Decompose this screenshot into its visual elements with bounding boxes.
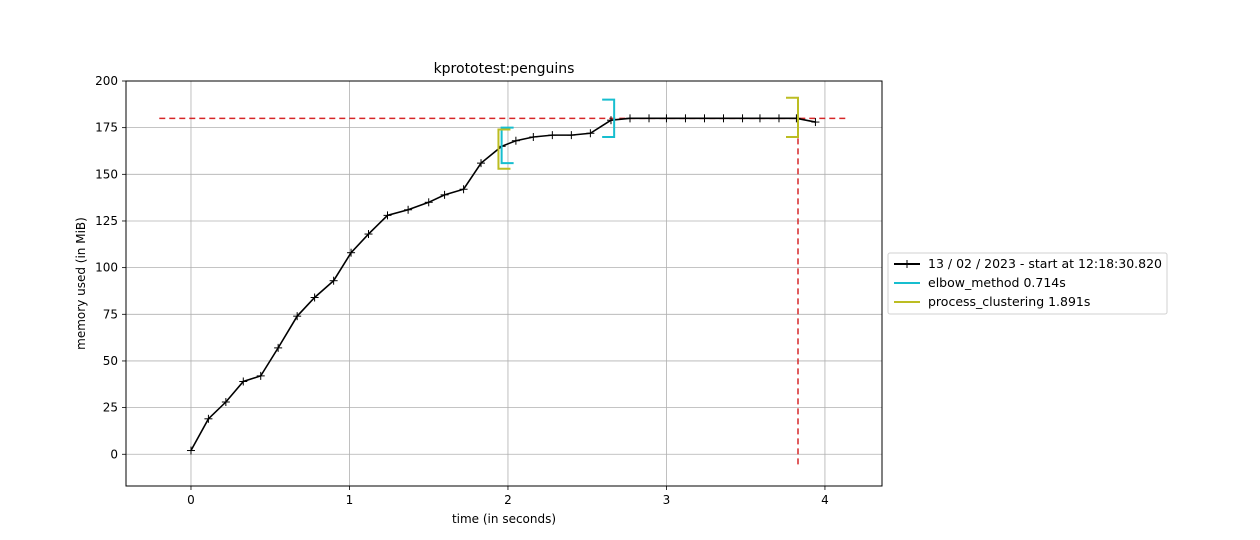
series-layer (186, 114, 820, 455)
memory-data-point (645, 114, 654, 123)
memory-data-point (310, 293, 319, 302)
y-tick-label: 100 (95, 261, 118, 275)
legend: 13 / 02 / 2023 - start at 12:18:30.820 el… (887, 252, 1168, 315)
memory-data-point (256, 371, 265, 380)
memory-data-point (383, 211, 392, 220)
x-axis-title: time (in seconds) (452, 512, 556, 526)
y-tick-label: 150 (95, 167, 118, 181)
memory-data-point (204, 414, 213, 423)
memory-data-point (440, 190, 449, 199)
memory-data-point (404, 205, 413, 214)
legend-item: process_clustering 1.891s (894, 294, 1090, 309)
x-tick-label: 2 (504, 493, 512, 507)
memory-data-point (364, 230, 373, 239)
plot-area-frame (125, 80, 883, 487)
memory-data-point (548, 131, 557, 140)
memory-data-point (626, 114, 634, 123)
x-tick-label: 1 (346, 493, 354, 507)
y-tick-label: 75 (103, 307, 118, 321)
memory-data-point (293, 312, 302, 321)
x-tick-label: 0 (187, 493, 195, 507)
bracket-path (786, 96, 799, 138)
y-tick-label: 25 (103, 401, 118, 415)
chart-title: kprototest:penguins (434, 61, 575, 77)
memory-data-point (792, 114, 801, 123)
memory-data-point (567, 131, 576, 140)
memory-data-point (719, 114, 728, 123)
bracket-layer (497, 96, 799, 170)
reference-lines (159, 117, 849, 468)
elbow-method-end-bracket (602, 98, 616, 138)
y-tick-label: 0 (110, 447, 118, 461)
memory-data-point (774, 114, 783, 123)
memory-data-point (459, 185, 468, 194)
y-tick-label: 175 (95, 121, 118, 135)
elbow-method-start-bracket (500, 126, 514, 165)
y-axis-title: memory used (in MiB) (74, 217, 88, 350)
memory-data-point (529, 132, 538, 141)
memory-data-point (424, 198, 433, 207)
x-tick-label: 3 (663, 493, 671, 507)
memory-data-point (329, 276, 338, 285)
memory-data-point (186, 446, 195, 455)
memory-data-point (700, 114, 709, 123)
memory-data-point (681, 114, 690, 123)
y-tick-label: 50 (103, 354, 118, 368)
process-clustering-end-bracket (786, 96, 799, 138)
memory-data-point (811, 118, 820, 127)
memory-data-point (477, 159, 486, 168)
memory-data-point (221, 398, 230, 407)
legend-label: elbow_method 0.714s (928, 275, 1066, 290)
memory-data-point (586, 129, 595, 138)
memory-data-point (347, 248, 356, 257)
y-tick-label: 200 (95, 74, 118, 88)
legend-label: process_clustering 1.891s (928, 294, 1090, 309)
axis-ticks: 0 1 2 3 4 0 25 50 75 100 125 150 175 200 (95, 74, 829, 507)
legend-box (887, 252, 1168, 315)
legend-label: 13 / 02 / 2023 - start at 12:18:30.820 (928, 256, 1162, 271)
memory-data-point (511, 136, 520, 145)
legend-item: 13 / 02 / 2023 - start at 12:18:30.820 (894, 256, 1162, 271)
memory-data-point (738, 114, 747, 123)
grid-lines (126, 80, 882, 486)
x-tick-label: 4 (821, 493, 829, 507)
memory-data-point (239, 377, 248, 386)
process-clustering-start-bracket (497, 128, 511, 170)
bracket-path (602, 98, 616, 138)
bracket-path (497, 128, 511, 170)
y-tick-label: 125 (95, 214, 118, 228)
memory-data-point (274, 343, 283, 352)
bracket-path (500, 126, 514, 165)
memory-data-point (755, 114, 764, 123)
memory-data-point (662, 114, 671, 123)
legend-item: elbow_method 0.714s (894, 275, 1066, 290)
